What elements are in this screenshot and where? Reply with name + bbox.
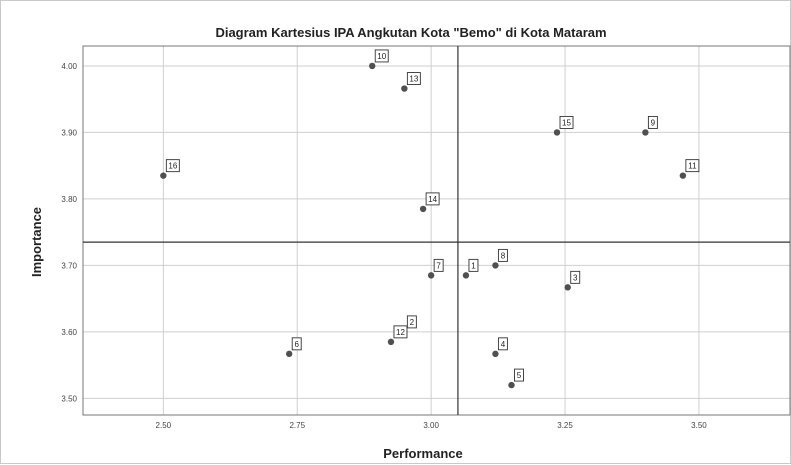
data-point: [401, 85, 408, 92]
data-point: [419, 205, 427, 213]
point-label: 15: [562, 118, 571, 127]
point-label: 14: [428, 195, 437, 204]
y-tick-label: 4.00: [61, 62, 77, 71]
point-label-box: [393, 325, 408, 339]
y-tick-label: 3.80: [61, 195, 77, 204]
point-label: 4: [501, 340, 506, 349]
point-label-box: [497, 337, 508, 351]
x-tick-label: 3.25: [557, 421, 573, 430]
point-label: 2: [410, 318, 415, 327]
point-label: 3: [573, 273, 578, 282]
y-tick-label: 3.50: [61, 394, 77, 403]
y-tick-label: 3.90: [61, 128, 77, 137]
data-point: [160, 172, 167, 179]
point-label: 10: [377, 52, 386, 61]
x-axis-label: Performance: [383, 446, 462, 461]
point-label-box: [468, 258, 479, 272]
point-label-box: [425, 192, 440, 206]
point-label-box: [374, 49, 389, 63]
x-tick-label: 3.00: [423, 421, 439, 430]
point-label: 6: [294, 340, 299, 349]
x-tick-label: 2.75: [289, 421, 305, 430]
data-point: [492, 350, 499, 358]
data-point: [564, 284, 571, 291]
point-label: 8: [501, 251, 506, 260]
data-point: [286, 350, 293, 358]
tick-labels: 2.50 2.75 3.00 3.25 3.50 4.00 3.90 3.80 3.70 3.60…: [61, 62, 707, 430]
data-point: [492, 262, 499, 269]
point-label-box: [406, 72, 421, 86]
y-tick-label: 3.70: [61, 261, 77, 270]
chart-title: Diagram Kartesius IPA Angkutan Kota "Bem…: [215, 25, 606, 40]
point-label-box: [647, 115, 658, 129]
x-tick-label: 2.50: [156, 421, 172, 430]
point-label-box: [685, 159, 700, 173]
point-label-box: [291, 337, 302, 351]
data-point: [369, 62, 376, 70]
y-tick-label: 3.60: [61, 328, 77, 337]
data-point: [642, 129, 649, 136]
point-label: 9: [651, 118, 656, 127]
point-label: 16: [168, 162, 177, 171]
point-label-box: [559, 115, 574, 129]
plot-frame: [82, 45, 791, 416]
point-label-box: [433, 258, 444, 272]
point-label-box: [165, 159, 180, 173]
point-label: 1: [471, 261, 476, 270]
data-point: [462, 272, 470, 279]
x-tick-label: 3.50: [691, 421, 707, 430]
point-label: 12: [396, 328, 405, 337]
grid-layer: [83, 46, 790, 415]
point-label: 7: [436, 261, 441, 270]
data-point: [553, 129, 561, 136]
point-label: 11: [688, 162, 697, 171]
point-label-box: [514, 368, 524, 382]
point-label-box: [406, 315, 417, 329]
point-label-box: [570, 270, 581, 284]
point-label: 5: [517, 371, 522, 380]
reference-lines: [83, 46, 790, 415]
y-axis-label: Importance: [29, 207, 44, 277]
point-label-box: [497, 248, 508, 262]
data-point: [387, 338, 395, 346]
data-point: [679, 172, 687, 179]
data-point: [427, 272, 435, 279]
point-label: 13: [409, 75, 418, 84]
data-point: [508, 381, 515, 389]
